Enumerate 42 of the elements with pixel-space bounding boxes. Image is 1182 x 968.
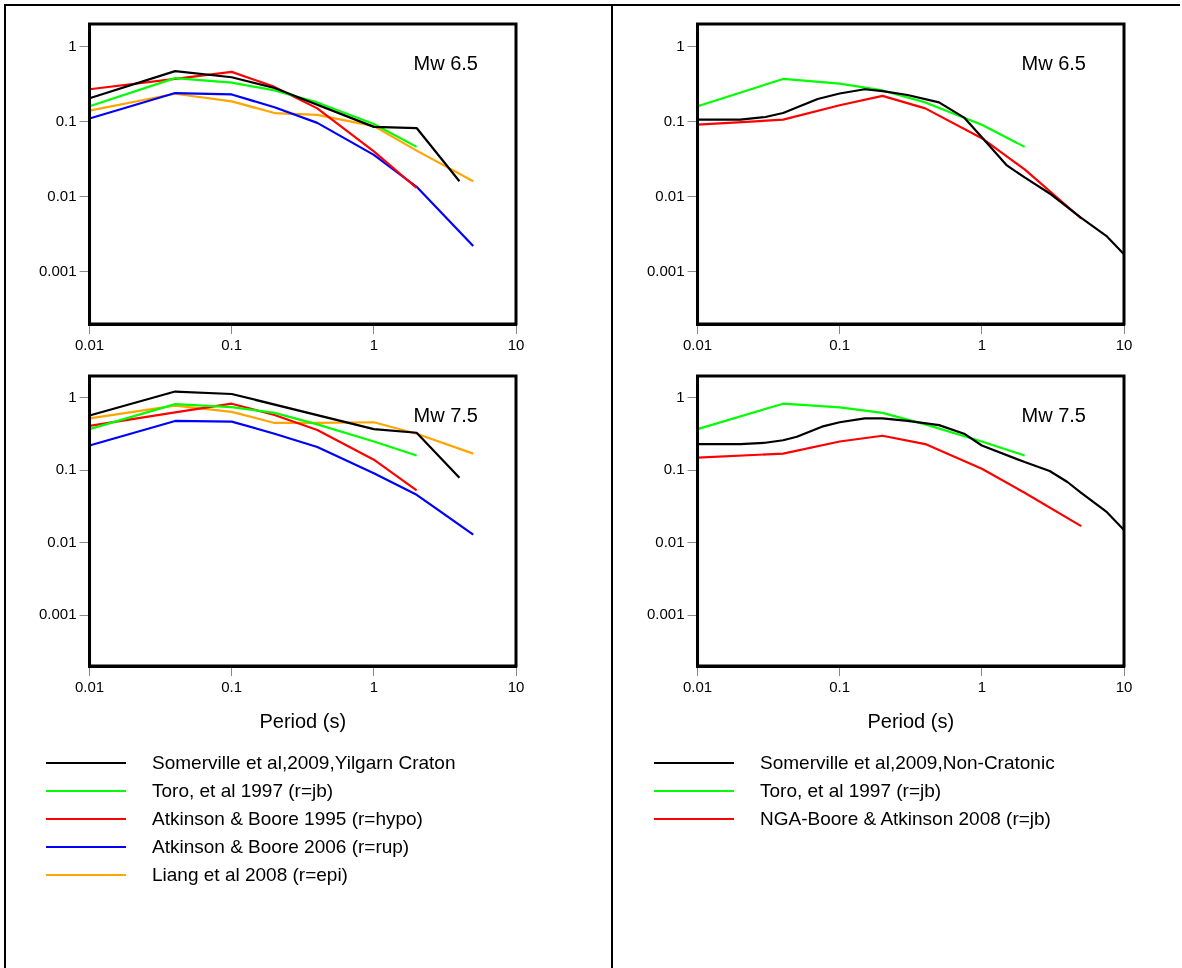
legend-label: Toro, et al 1997 (r=jb)	[152, 780, 334, 802]
y-tick-label: 1	[676, 36, 685, 54]
legend-label: Liang et al 2008 (r=epi)	[152, 864, 348, 886]
y-tick-label: 1	[68, 36, 77, 54]
x-axis-title: Period (s)	[867, 709, 955, 732]
x-tick-label: 10	[507, 678, 525, 696]
y-tick-label: 0.1	[55, 111, 77, 129]
y-tick-label: 0.001	[646, 261, 685, 279]
x-tick-label: 10	[1115, 336, 1133, 354]
y-tick-label: 0.01	[655, 186, 685, 204]
legend-label: Atkinson & Boore 2006 (r=rup)	[152, 836, 410, 858]
legend-label: Toro, et al 1997 (r=jb)	[760, 780, 942, 802]
y-tick-label: 1	[676, 387, 685, 405]
y-tick-label: 0.001	[38, 261, 77, 279]
legend-label: Atkinson & Boore 1995 (r=hypo)	[152, 808, 423, 830]
annotation: Mw 7.5	[1021, 403, 1086, 426]
y-tick-label: 0.1	[663, 111, 685, 129]
x-tick-label: 1	[369, 678, 379, 696]
annotation: Mw 6.5	[1021, 51, 1086, 74]
x-tick-label: 0.1	[221, 336, 243, 354]
x-tick-label: 0.1	[829, 336, 851, 354]
y-tick-label: 0.001	[38, 605, 77, 623]
y-tick-label: 0.001	[646, 605, 685, 623]
y-tick-label: 0.01	[47, 186, 77, 204]
x-tick-label: 1	[369, 336, 379, 354]
y-tick-label: 0.01	[655, 532, 685, 550]
x-tick-label: 10	[1115, 678, 1133, 696]
legend-label: NGA-Boore & Atkinson 2008 (r=jb)	[760, 808, 1051, 830]
annotation: Mw 7.5	[413, 403, 478, 426]
y-tick-label: 0.01	[47, 532, 77, 550]
legend-label: Somerville et al,2009,Non-Cratonic	[760, 752, 1055, 774]
legend-label: Somerville et al,2009,Yilgarn Craton	[152, 752, 456, 774]
x-tick-label: 10	[507, 336, 525, 354]
x-axis-title: Period (s)	[259, 709, 347, 732]
y-tick-label: 0.1	[663, 460, 685, 478]
x-tick-label: 0.1	[221, 678, 243, 696]
y-tick-label: 1	[68, 387, 77, 405]
x-tick-label: 1	[977, 336, 987, 354]
x-tick-label: 0.1	[829, 678, 851, 696]
y-tick-label: 0.1	[55, 460, 77, 478]
annotation: Mw 6.5	[413, 51, 478, 74]
x-tick-label: 1	[977, 678, 987, 696]
